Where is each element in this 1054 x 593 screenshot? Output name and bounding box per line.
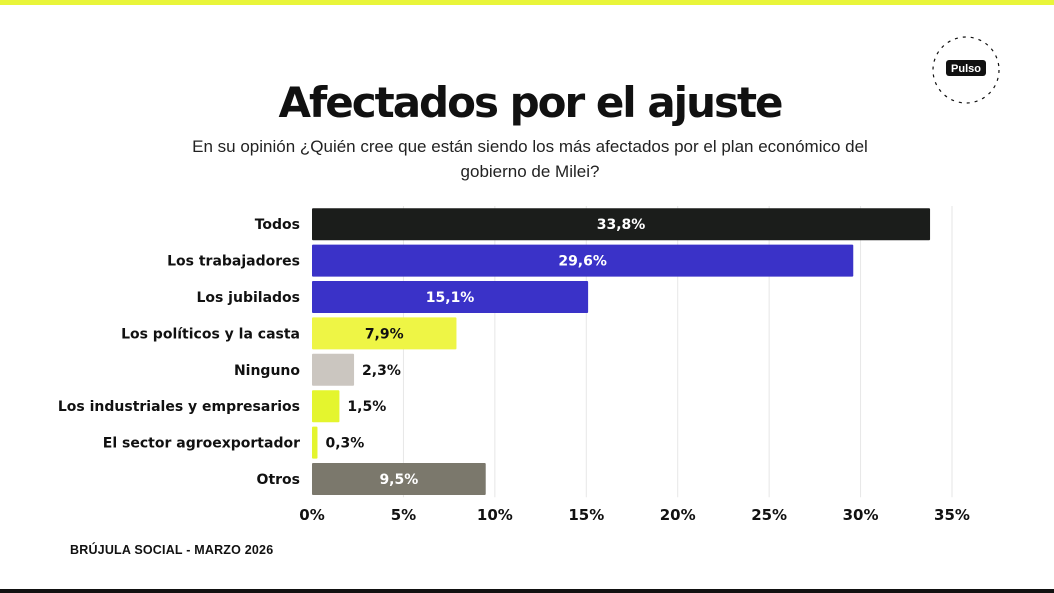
value-label-4: 2,3% <box>362 363 401 379</box>
bottom-band <box>0 589 1054 593</box>
category-label-3: Los políticos y la casta <box>121 326 300 342</box>
value-label-3: 7,9% <box>365 326 404 342</box>
bar-2 <box>312 281 589 313</box>
category-label-7: Otros <box>257 472 300 488</box>
x-tick-label-0: 0% <box>299 506 324 524</box>
bar-1 <box>312 244 854 277</box>
category-label-1: Los trabajadores <box>167 254 300 270</box>
bar-4 <box>312 353 355 386</box>
bar-0 <box>312 208 931 241</box>
category-label-0: Todos <box>255 217 300 233</box>
value-label-5: 1,5% <box>347 399 386 415</box>
x-tick-label-4: 20% <box>660 506 696 524</box>
x-tick-label-5: 25% <box>751 506 787 524</box>
x-tick-label-6: 30% <box>843 506 879 524</box>
pulso-brujula-logo: Pulso <box>932 36 1000 104</box>
category-label-6: El sector agroexportador <box>103 436 300 452</box>
bar-5 <box>312 390 340 423</box>
value-label-2: 15,1% <box>426 290 475 306</box>
bar-7 <box>312 463 486 495</box>
chart-title: Afectados por el ajuste <box>278 78 783 127</box>
bar-3 <box>312 317 457 350</box>
x-tick-label-1: 5% <box>391 506 416 524</box>
category-label-5: Los industriales y empresarios <box>58 399 300 415</box>
x-tick-label-3: 15% <box>568 506 604 524</box>
footer-source: BRÚJULA SOCIAL - MARZO 2026 <box>70 543 274 557</box>
value-label-7: 9,5% <box>379 472 418 488</box>
chart-subtitle: En su opinión ¿Quién cree que están sien… <box>192 137 868 181</box>
top-accent-band <box>0 0 1054 5</box>
value-label-0: 33,8% <box>597 217 646 233</box>
category-label-2: Los jubilados <box>196 290 300 306</box>
x-tick-label-2: 10% <box>477 506 513 524</box>
x-tick-label-7: 35% <box>934 506 970 524</box>
logo-brand-text: Pulso <box>951 63 981 75</box>
value-label-6: 0,3% <box>325 436 364 452</box>
category-label-4: Ninguno <box>234 363 300 379</box>
bar-6 <box>312 426 318 459</box>
value-label-1: 29,6% <box>558 254 607 270</box>
